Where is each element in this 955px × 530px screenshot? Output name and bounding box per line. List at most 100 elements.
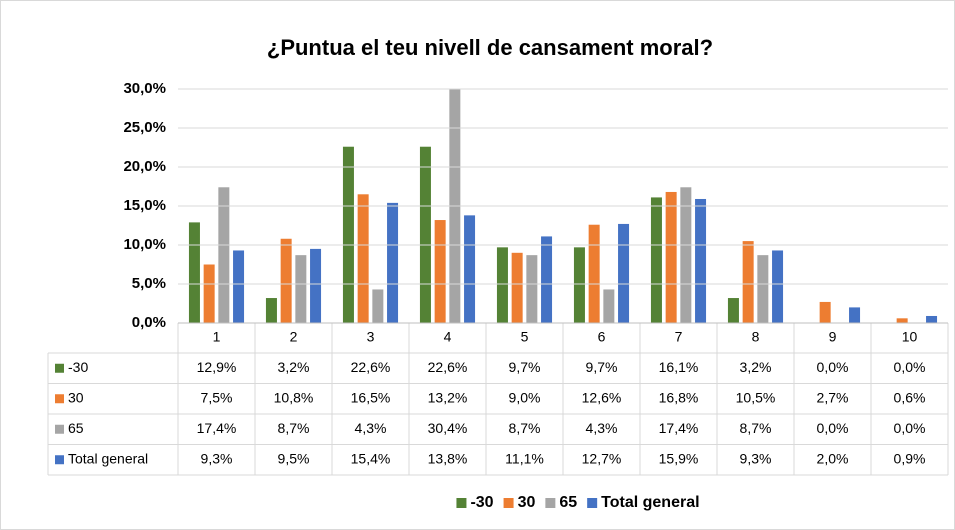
table-cell: 8,7% xyxy=(278,420,310,436)
bar xyxy=(511,252,523,323)
table-cell: 12,6% xyxy=(582,389,622,405)
bar xyxy=(295,255,307,323)
table-cell: 12,7% xyxy=(582,450,622,466)
legend-label: -30 xyxy=(470,494,493,511)
y-tick-label: 5,0% xyxy=(132,275,166,292)
table-cell: 0,0% xyxy=(817,359,849,375)
bar xyxy=(342,146,354,323)
y-tick-label: 20,0% xyxy=(123,158,166,175)
y-tick-label: 10,0% xyxy=(123,236,166,253)
bar xyxy=(464,215,476,323)
y-tick-label: 30,0% xyxy=(123,80,166,97)
table-legend-key xyxy=(55,424,64,434)
y-tick-label: 0,0% xyxy=(132,314,166,331)
bar xyxy=(357,194,369,323)
table-cell: 8,7% xyxy=(740,420,772,436)
table-cell: 2,0% xyxy=(817,450,849,466)
bar xyxy=(573,247,585,323)
bar xyxy=(233,250,245,323)
table-cell: 15,4% xyxy=(351,450,391,466)
table-cell: 16,1% xyxy=(659,359,699,375)
legend-label: 65 xyxy=(559,494,577,511)
bar xyxy=(387,202,399,323)
bar xyxy=(310,248,322,323)
bar xyxy=(757,255,769,323)
bar xyxy=(819,301,831,323)
table-cell: 9,0% xyxy=(509,389,541,405)
table-cell: 13,8% xyxy=(428,450,468,466)
table-cell: 22,6% xyxy=(351,359,391,375)
table-cell: 16,5% xyxy=(351,389,391,405)
table-cell: 0,9% xyxy=(894,450,926,466)
table-legend-key xyxy=(55,363,64,373)
table-cell: 0,0% xyxy=(894,420,926,436)
legend-key xyxy=(503,498,514,508)
table-cell: 16,8% xyxy=(659,389,699,405)
bar xyxy=(188,222,200,323)
x-tick-label: 7 xyxy=(675,329,683,345)
bars xyxy=(188,89,938,323)
table-cell: 3,2% xyxy=(740,359,772,375)
bar xyxy=(265,298,277,323)
bar xyxy=(695,198,707,323)
bar xyxy=(849,307,861,323)
bar xyxy=(372,289,384,323)
bar xyxy=(496,247,508,323)
x-tick-label: 1 xyxy=(213,329,221,345)
table-cell: 13,2% xyxy=(428,389,468,405)
table-cell: 11,1% xyxy=(505,450,544,466)
legend-key xyxy=(587,498,598,508)
legend-key xyxy=(456,498,467,508)
table-cell: 22,6% xyxy=(428,359,468,375)
table-legend-key xyxy=(55,394,64,404)
table-legend-key xyxy=(55,455,64,465)
table-cell: 15,9% xyxy=(659,450,699,466)
table-cell: 9,7% xyxy=(586,359,618,375)
table-cell: 0,0% xyxy=(894,359,926,375)
x-tick-label: 2 xyxy=(290,329,298,345)
bar xyxy=(603,289,615,323)
bar xyxy=(203,264,215,323)
bar xyxy=(419,146,431,323)
table-cell: 3,2% xyxy=(278,359,310,375)
y-tick-label: 15,0% xyxy=(123,197,166,214)
table-cell: 4,3% xyxy=(355,420,387,436)
table-cell: 9,7% xyxy=(509,359,541,375)
bar xyxy=(926,315,938,323)
table-cell: 7,5% xyxy=(201,389,233,405)
bar xyxy=(742,241,754,323)
legend-label: 30 xyxy=(518,494,536,511)
table-row-label: 30 xyxy=(68,389,84,405)
table-cell: 0,0% xyxy=(817,420,849,436)
table-cell: 10,5% xyxy=(736,389,776,405)
table-cell: 4,3% xyxy=(586,420,618,436)
table-cell: 12,9% xyxy=(197,359,237,375)
table-cell: 17,4% xyxy=(197,420,237,436)
table-row-label: Total general xyxy=(68,450,148,466)
table-cell: 10,8% xyxy=(274,389,314,405)
bar xyxy=(650,197,662,323)
bar xyxy=(665,191,677,323)
x-tick-label: 3 xyxy=(367,329,375,345)
bar xyxy=(772,250,784,323)
table-cell: 9,3% xyxy=(740,450,772,466)
bar xyxy=(588,224,600,323)
bar xyxy=(727,298,739,323)
bar xyxy=(680,187,692,323)
bar xyxy=(280,238,292,323)
table-cell: 17,4% xyxy=(659,420,699,436)
bar xyxy=(434,220,446,323)
legend-key xyxy=(545,498,556,508)
x-tick-label: 5 xyxy=(521,329,529,345)
bar xyxy=(896,318,908,323)
chart-title: ¿Puntua el teu nivell de cansament moral… xyxy=(267,35,713,60)
bar xyxy=(618,223,630,323)
table-cell: 30,4% xyxy=(428,420,468,436)
x-tick-label: 6 xyxy=(598,329,606,345)
bar xyxy=(541,236,553,323)
table-cell: 9,5% xyxy=(278,450,310,466)
bar xyxy=(526,255,538,323)
table-row-label: 65 xyxy=(68,420,84,436)
bar xyxy=(218,187,230,323)
